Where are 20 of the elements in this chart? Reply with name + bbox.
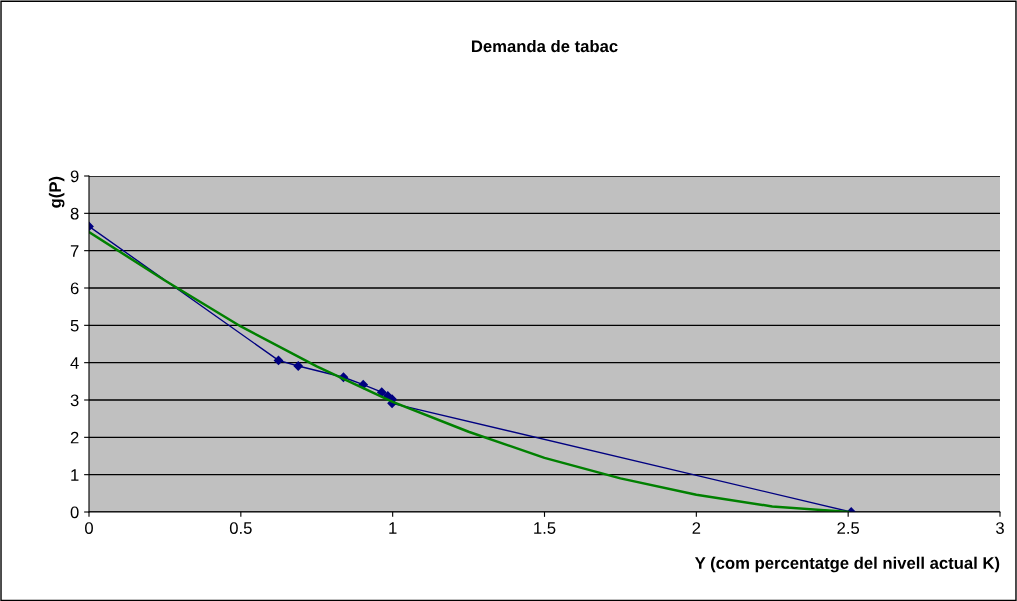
x-tick-label: 1.5 bbox=[534, 522, 556, 534]
x-tick-label: 3 bbox=[996, 522, 1004, 534]
y-tick-label: 9 bbox=[70, 170, 79, 183]
y-tick-label: 5 bbox=[70, 319, 79, 332]
y-tick-label: 6 bbox=[70, 282, 79, 295]
x-tick-label: 0 bbox=[85, 522, 93, 534]
x-tick-label: 1 bbox=[389, 522, 397, 534]
y-tick-label: 0 bbox=[70, 506, 79, 519]
y-tick-label: 3 bbox=[70, 394, 79, 407]
x-tick-label: 2 bbox=[692, 522, 701, 534]
y-tick-label: 7 bbox=[70, 245, 79, 257]
y-tick-label: 8 bbox=[70, 207, 79, 220]
x-tick-label: 0.5 bbox=[229, 522, 252, 534]
x-axis-title: Y (com percentatge del nivell actual K) bbox=[694, 556, 1000, 573]
y-tick-label: 1 bbox=[71, 469, 79, 481]
y-tick-label: 4 bbox=[70, 357, 79, 369]
y-axis-title: g(P) bbox=[48, 176, 65, 208]
x-tick-label: 2.5 bbox=[837, 522, 860, 534]
y-tick-label: 2 bbox=[70, 431, 79, 444]
chart-title: Demanda de tabac bbox=[471, 39, 618, 53]
